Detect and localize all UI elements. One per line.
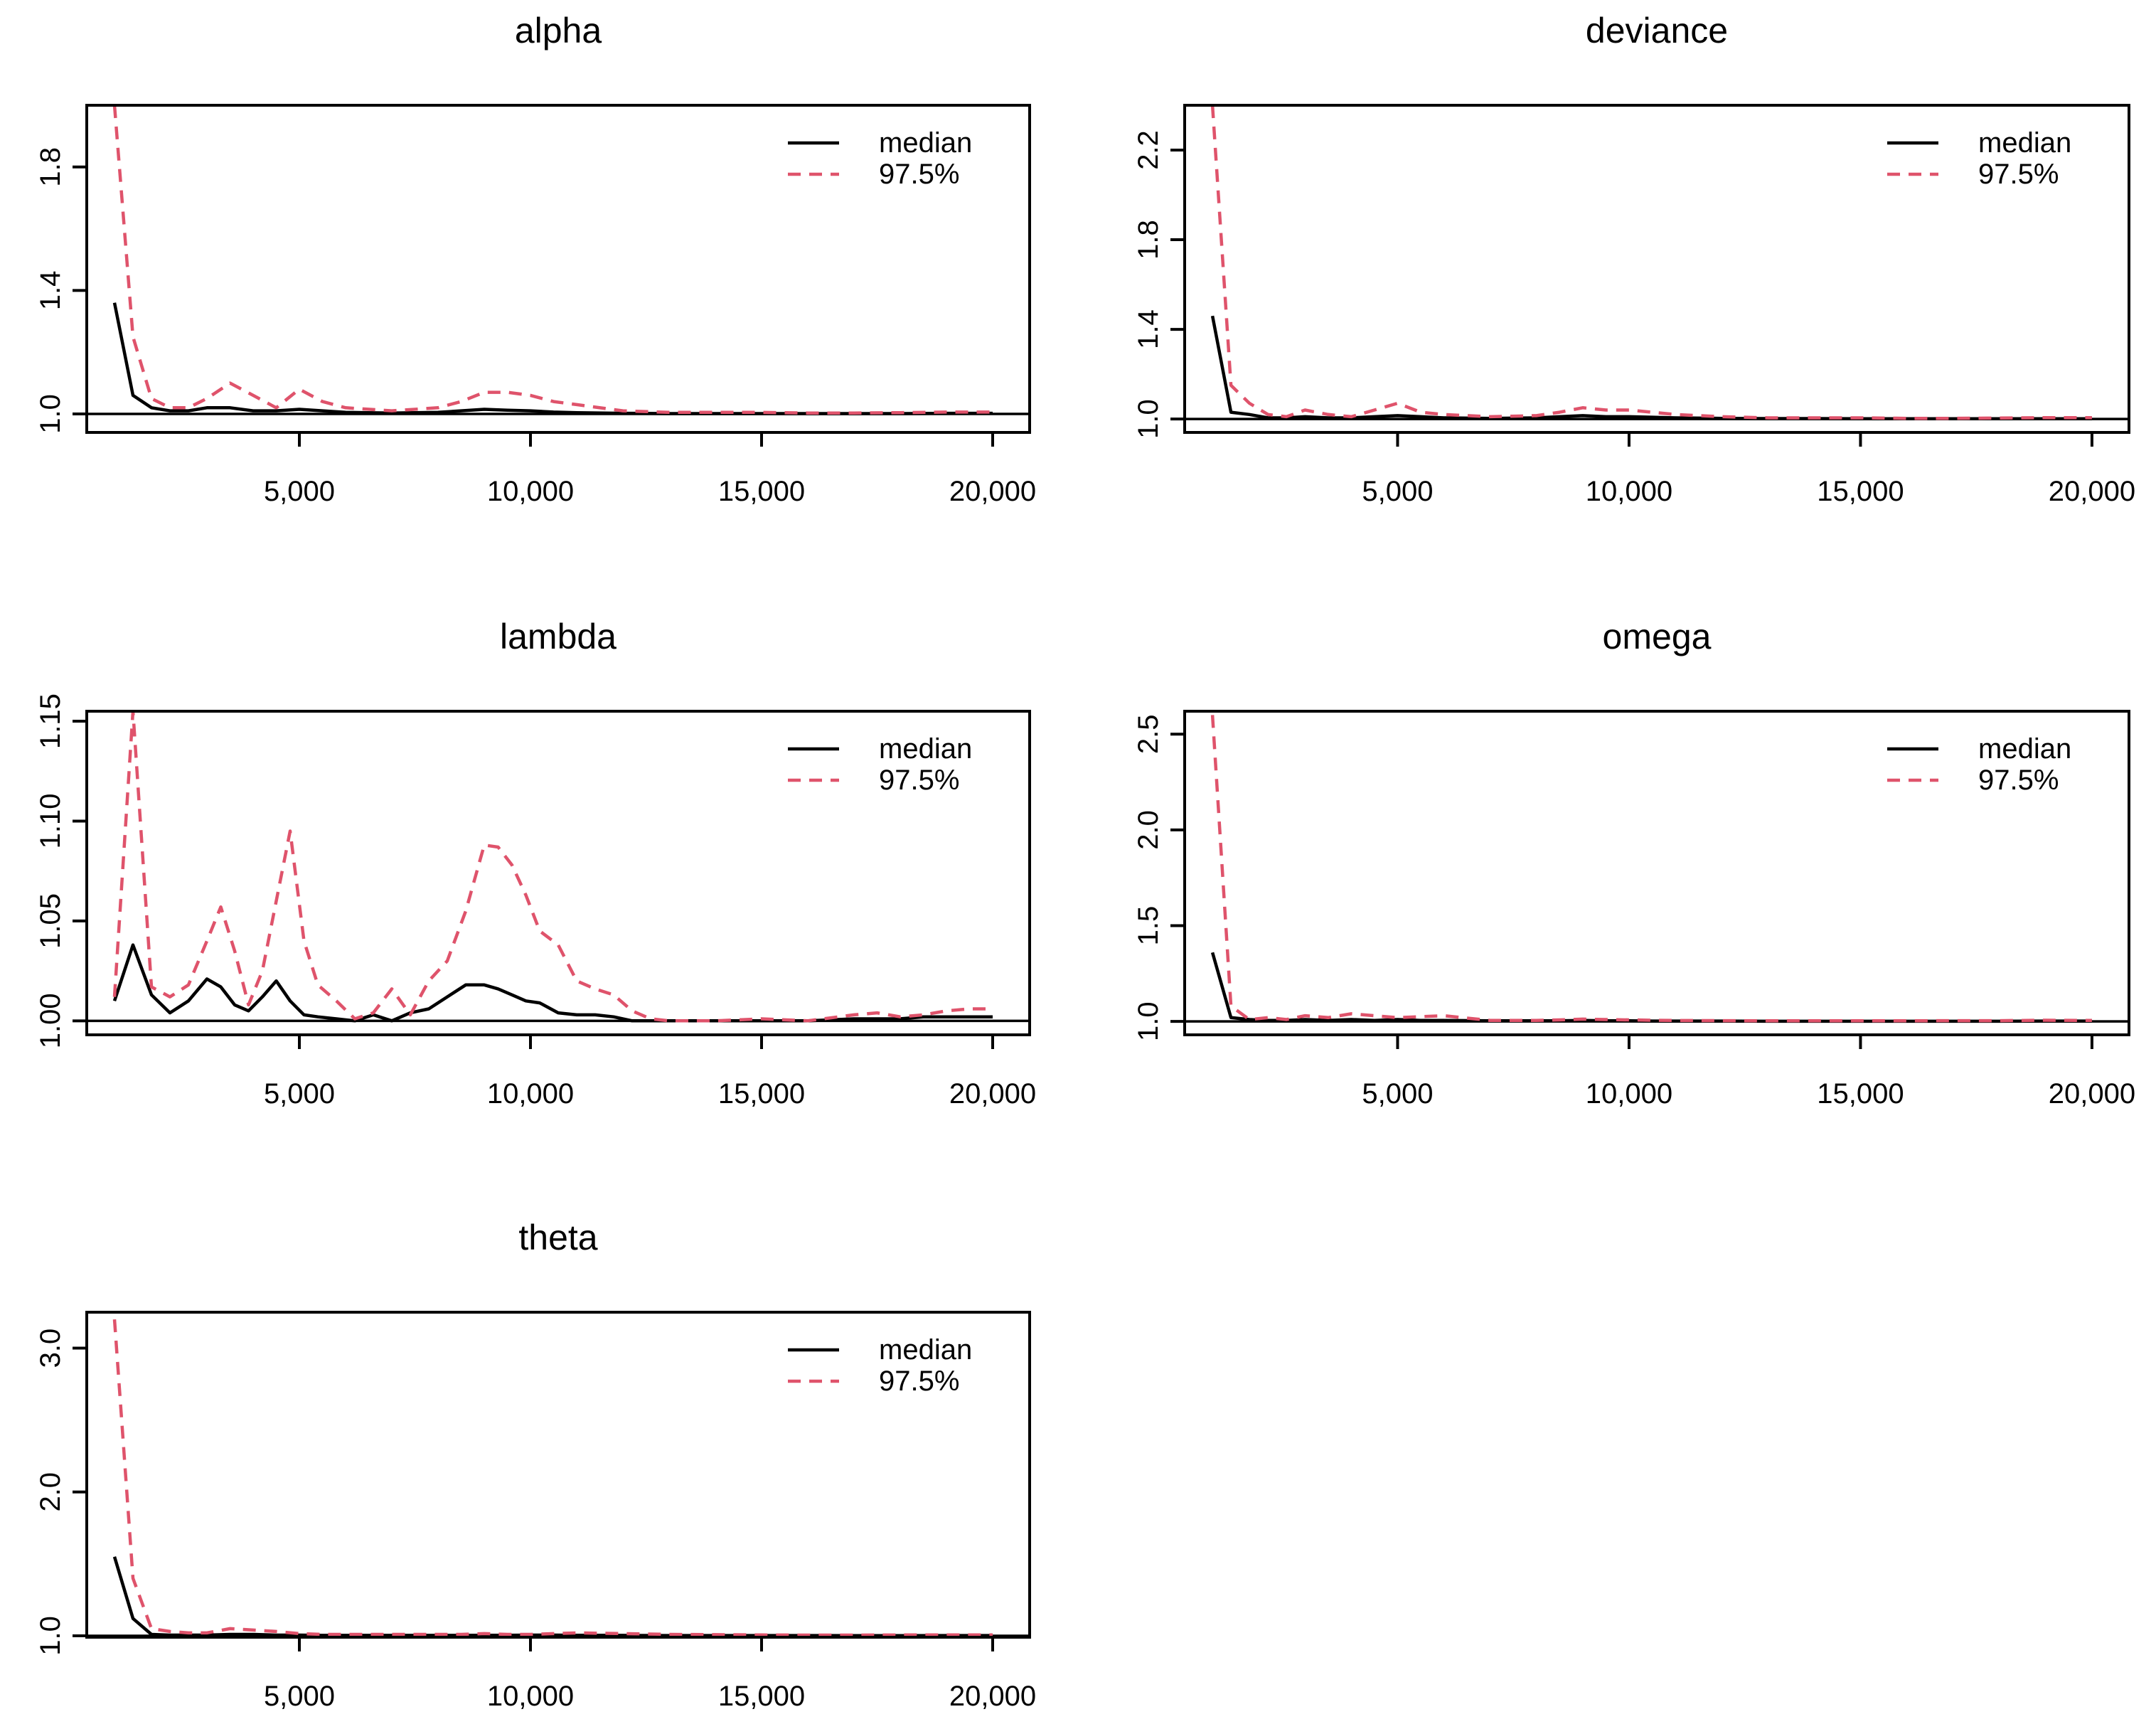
x-tick-label: 5,000 bbox=[264, 476, 335, 507]
y-tick-label: 1.00 bbox=[35, 993, 66, 1048]
plot-frame bbox=[85, 710, 1031, 1036]
x-tick-label: 10,000 bbox=[487, 1078, 574, 1110]
legend-97-5-label: 97.5% bbox=[879, 1366, 959, 1397]
x-tick-label: 5,000 bbox=[264, 1681, 335, 1712]
x-tick-label: 20,000 bbox=[949, 476, 1036, 507]
y-tick-label: 2.2 bbox=[1133, 130, 1164, 170]
y-tick-label: 1.0 bbox=[35, 394, 66, 434]
y-tick-label: 2.0 bbox=[35, 1472, 66, 1512]
panel-alpha: alpha 5,000 10,000 15,000 20,000 1.0 1.4 1.8 med… bbox=[35, 11, 1036, 507]
y-tick-label: 1.8 bbox=[1133, 220, 1164, 260]
x-tick-label: 15,000 bbox=[1817, 476, 1904, 507]
legend-median-label: median bbox=[879, 1334, 972, 1366]
x-tick-label: 5,000 bbox=[264, 1078, 335, 1110]
x-tick-label: 15,000 bbox=[1817, 1078, 1904, 1110]
y-tick-label: 1.4 bbox=[35, 271, 66, 311]
y-tick-label: 1.0 bbox=[1133, 399, 1164, 439]
y-tick-label: 1.05 bbox=[35, 893, 66, 949]
panel-title: lambda bbox=[500, 617, 617, 656]
series-97-5-line bbox=[112, 711, 993, 1023]
legend-97-5-label: 97.5% bbox=[879, 765, 959, 796]
panel-omega: omega 5,000 10,000 15,000 20,000 1.0 1.5 2.0 2.5… bbox=[1133, 617, 2135, 1110]
y-tick-label: 1.10 bbox=[35, 794, 66, 849]
series-group bbox=[112, 711, 993, 1023]
plot-frame bbox=[1183, 104, 2130, 434]
panel-title: theta bbox=[518, 1218, 597, 1257]
series-group bbox=[112, 105, 993, 415]
series-group bbox=[112, 1319, 993, 1637]
series-median-line bbox=[1210, 315, 2092, 421]
x-tick-label: 20,000 bbox=[2049, 476, 2135, 507]
series-median-line bbox=[112, 943, 993, 1023]
x-tick-label: 15,000 bbox=[718, 1681, 805, 1712]
x-tick-label: 20,000 bbox=[2049, 1078, 2135, 1110]
x-tick-label: 5,000 bbox=[1362, 476, 1433, 507]
series-group bbox=[1210, 105, 2092, 421]
series-median-line bbox=[112, 302, 993, 415]
panel-deviance: deviance 5,000 10,000 15,000 20,000 1.0 1.4 1.8… bbox=[1133, 11, 2135, 507]
series-97-5-line bbox=[1210, 715, 2092, 1023]
y-tick-label: 1.4 bbox=[1133, 309, 1164, 349]
x-tick-label: 20,000 bbox=[949, 1078, 1036, 1110]
series-median-line bbox=[112, 1556, 993, 1637]
series-97-5-line bbox=[112, 105, 993, 415]
series-97-5-line bbox=[1210, 105, 2092, 420]
y-tick-label: 3.0 bbox=[35, 1329, 66, 1368]
x-tick-label: 5,000 bbox=[1362, 1078, 1433, 1110]
x-tick-label: 10,000 bbox=[1586, 1078, 1672, 1110]
legend-median-label: median bbox=[1978, 733, 2071, 765]
panel-theta: theta 5,000 10,000 15,000 20,000 1.0 2.0 3.0 med… bbox=[35, 1218, 1036, 1712]
y-tick-label: 1.5 bbox=[1133, 906, 1164, 946]
y-tick-label: 1.0 bbox=[35, 1616, 66, 1656]
legend-median-label: median bbox=[879, 733, 972, 765]
plot-frame bbox=[1183, 710, 2130, 1036]
series-median-line bbox=[1210, 952, 2092, 1023]
legend-97-5-label: 97.5% bbox=[1978, 765, 2059, 796]
y-tick-label: 2.0 bbox=[1133, 810, 1164, 850]
panel-title: omega bbox=[1603, 617, 1712, 656]
legend-97-5-label: 97.5% bbox=[879, 159, 959, 190]
panel-title: deviance bbox=[1586, 11, 1728, 50]
legend-median-label: median bbox=[1978, 127, 2071, 159]
y-tick-label: 1.8 bbox=[35, 147, 66, 187]
x-tick-label: 15,000 bbox=[718, 476, 805, 507]
x-tick-label: 20,000 bbox=[949, 1681, 1036, 1712]
panel-lambda: lambda 5,000 10,000 15,000 20,000 1.00 1.05 1.1… bbox=[35, 617, 1036, 1110]
y-tick-label: 1.15 bbox=[35, 693, 66, 749]
series-group bbox=[1210, 715, 2092, 1023]
series-97-5-line bbox=[112, 1319, 993, 1637]
legend-97-5-label: 97.5% bbox=[1978, 159, 2059, 190]
y-tick-label: 1.0 bbox=[1133, 1001, 1164, 1041]
plot-frame bbox=[85, 1311, 1031, 1639]
legend-median-label: median bbox=[879, 127, 972, 159]
plot-frame bbox=[85, 104, 1031, 434]
x-tick-label: 10,000 bbox=[487, 1681, 574, 1712]
x-tick-label: 10,000 bbox=[1586, 476, 1672, 507]
x-tick-label: 10,000 bbox=[487, 476, 574, 507]
panel-title: alpha bbox=[515, 11, 602, 50]
y-tick-label: 2.5 bbox=[1133, 715, 1164, 755]
x-tick-label: 15,000 bbox=[718, 1078, 805, 1110]
